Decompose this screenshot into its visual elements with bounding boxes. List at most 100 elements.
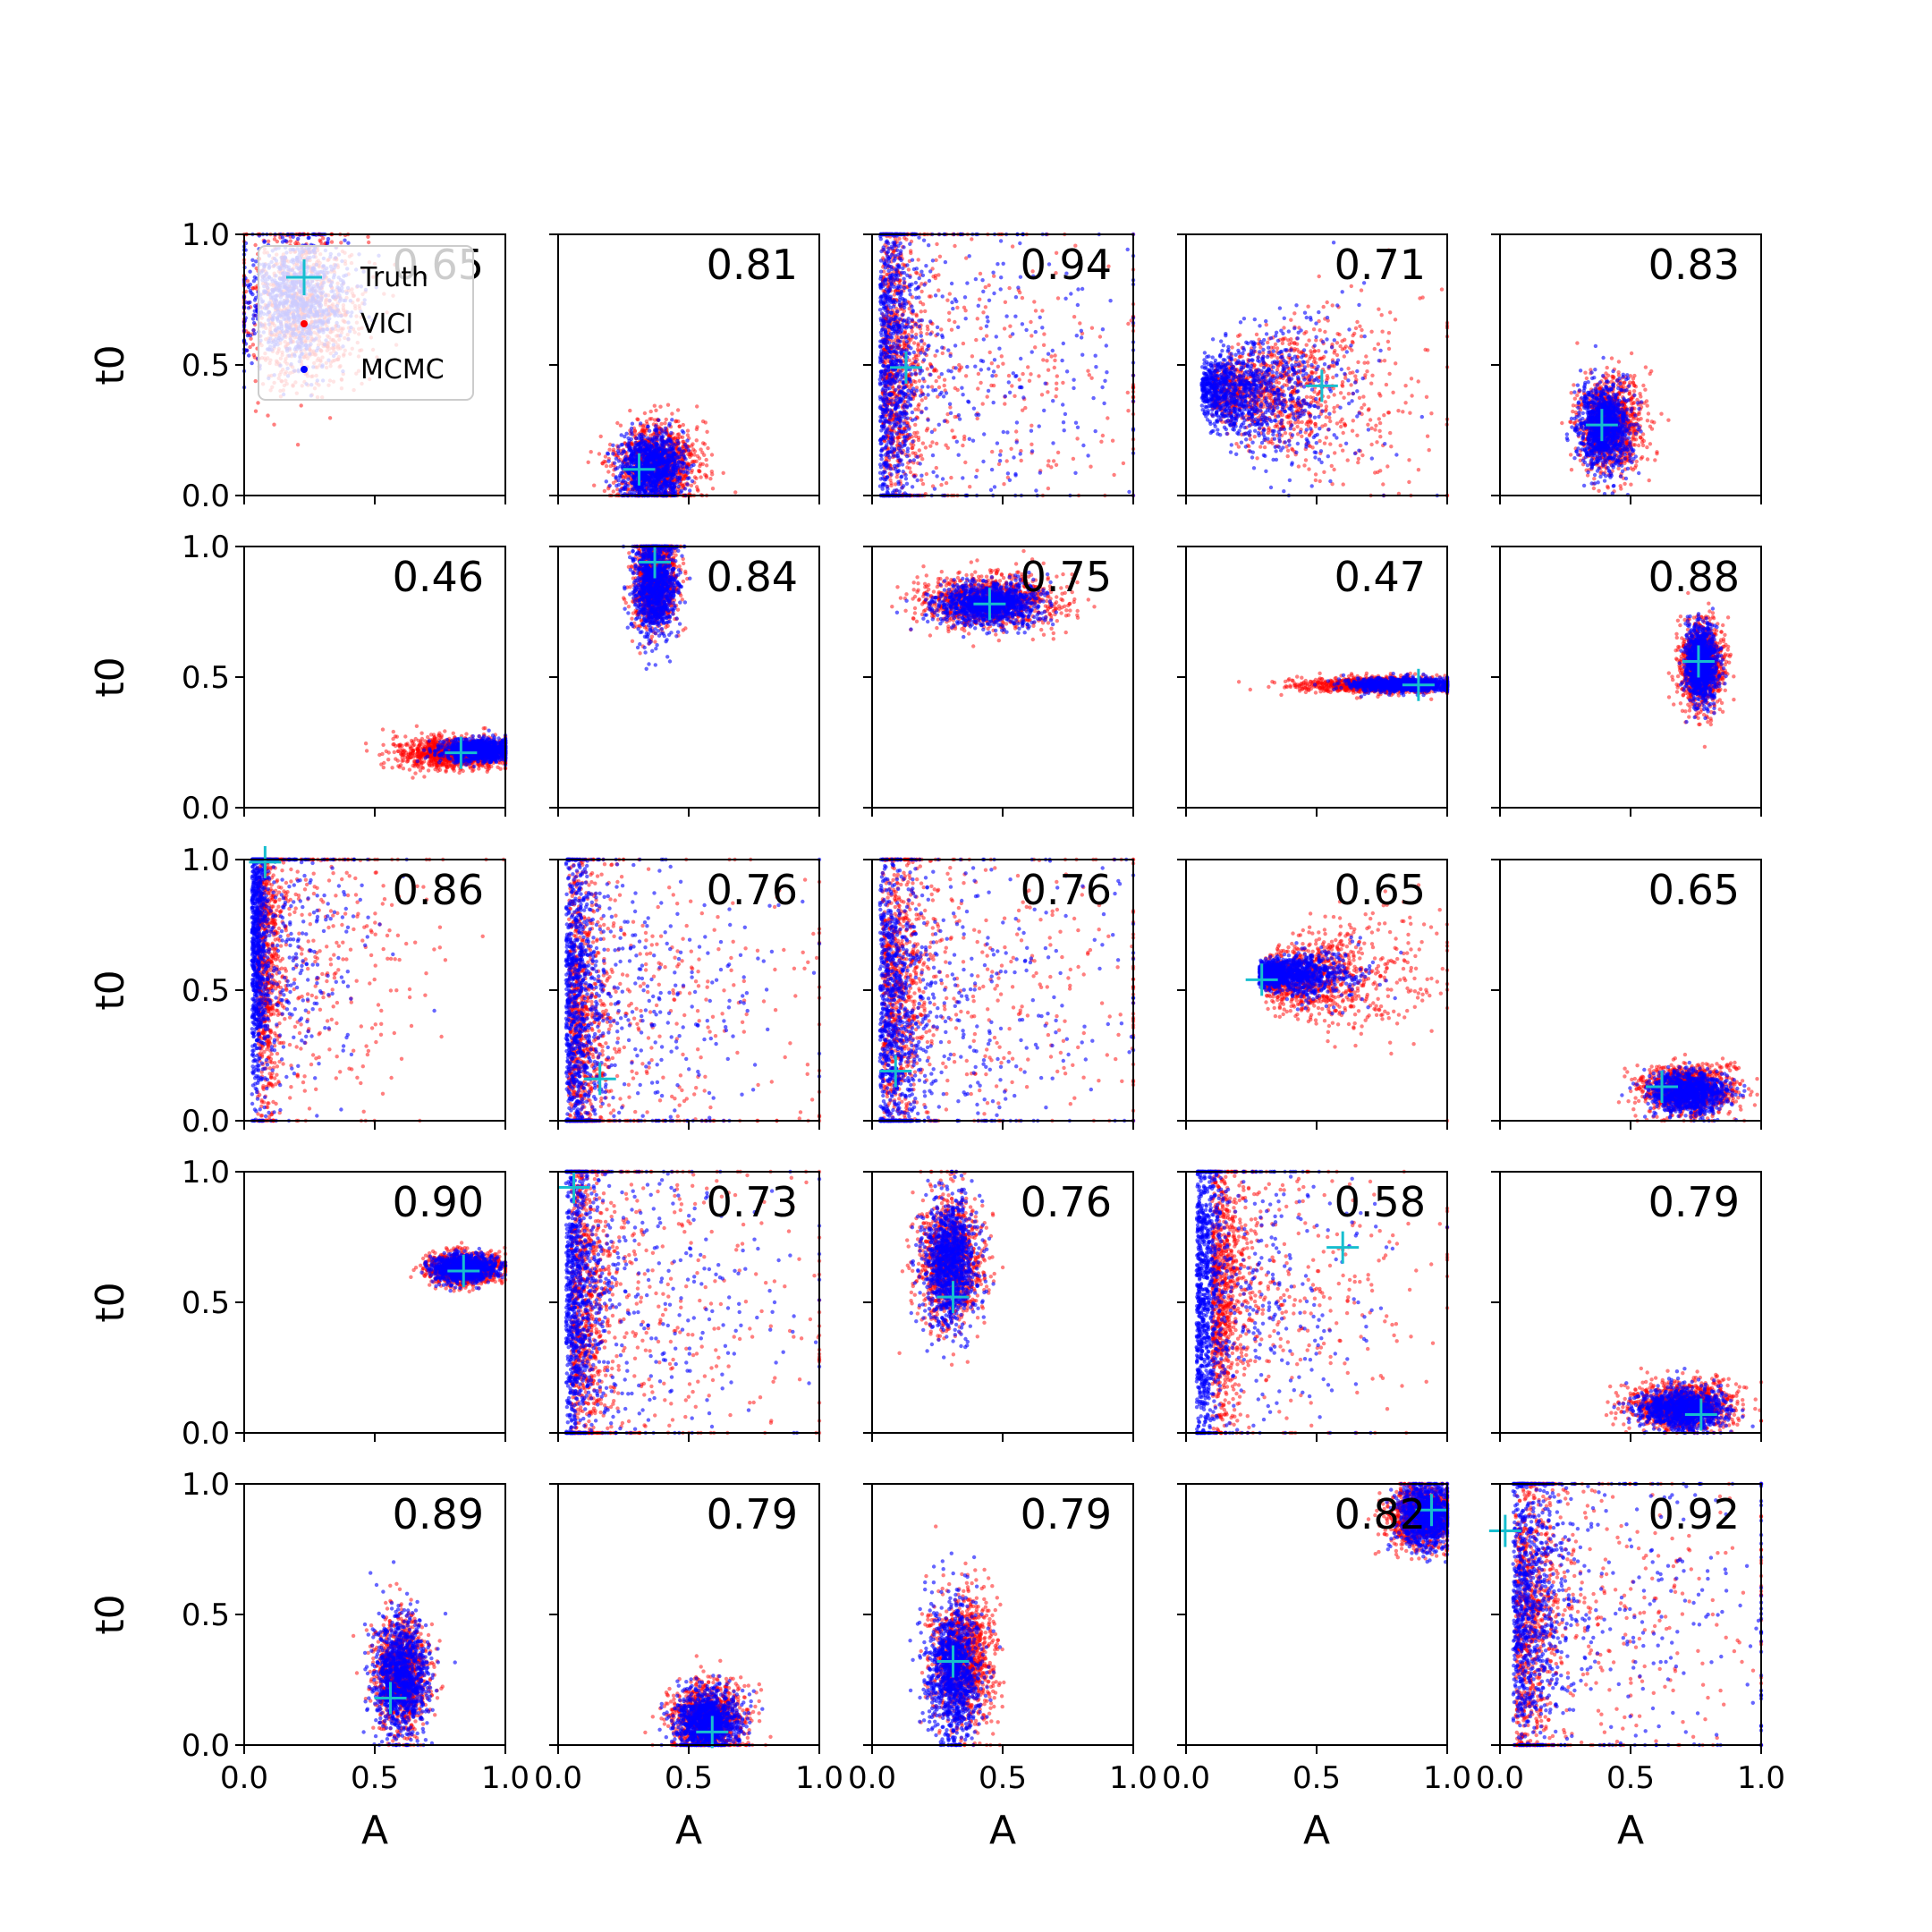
mcmc-point [252, 313, 256, 317]
mcmc-point [630, 427, 633, 430]
vici-point [592, 484, 596, 487]
mcmc-point [254, 259, 258, 263]
vici-point [698, 456, 701, 460]
vici-point [296, 443, 300, 446]
vici-point [694, 460, 698, 463]
vici-point [704, 420, 708, 424]
mcmc-point [343, 239, 346, 242]
vici-point [328, 416, 332, 419]
vici-point [695, 485, 699, 488]
vici-point [711, 487, 715, 490]
vici-point [701, 462, 705, 466]
vici-point [691, 447, 695, 451]
mcmc-point [687, 476, 691, 479]
vici-point [695, 404, 699, 408]
vici-point [253, 243, 257, 247]
vici-point [666, 403, 670, 407]
mcmc-point [663, 429, 666, 433]
mcmc-point [605, 479, 608, 483]
vici-point [321, 236, 325, 240]
y-tick-label: 0.5 [182, 348, 230, 384]
vici-point [665, 418, 668, 421]
vici-point [654, 409, 657, 412]
vici-point [267, 240, 270, 243]
mcmc-point [686, 470, 690, 474]
mcmc-point [669, 431, 673, 435]
vici-point [659, 422, 663, 426]
vici-point [686, 428, 690, 432]
mcmc-point [251, 317, 255, 320]
vici-point [694, 477, 698, 480]
mcmc-point [685, 482, 689, 486]
vici-point [705, 458, 708, 462]
vici-point [605, 464, 608, 468]
vici-point [677, 425, 681, 428]
vici-point [691, 442, 694, 445]
vici-point [339, 241, 343, 244]
mcmc-point [326, 240, 329, 243]
vici-point [597, 452, 601, 455]
vici-point [688, 455, 691, 459]
vici-point [589, 450, 593, 453]
vici-point [695, 428, 699, 431]
mcmc-point [346, 242, 350, 245]
mcmc-point [682, 430, 685, 434]
mcmc-point [621, 443, 624, 446]
mcmc-point [250, 292, 254, 296]
mcmc-point [638, 433, 641, 436]
vici-point [686, 433, 690, 436]
vici-point [676, 408, 680, 411]
vici-point [710, 453, 714, 456]
vici-point [254, 379, 258, 383]
mcmc-point [606, 452, 609, 455]
vici-point [599, 435, 603, 438]
mcmc-point [617, 459, 621, 462]
vici-point [663, 421, 666, 425]
mcmc-point [253, 304, 257, 308]
mcmc-point [296, 237, 300, 241]
vici-point [289, 239, 292, 242]
vici-point [705, 430, 708, 434]
vici-point [272, 423, 275, 427]
vici-point [670, 411, 674, 415]
mcmc-point [671, 452, 674, 455]
vici-point [601, 462, 605, 465]
vici-point [722, 471, 725, 475]
mcmc-point [611, 452, 614, 455]
vici-point [733, 490, 737, 494]
mcmc-point [619, 471, 623, 475]
vici-point [643, 411, 647, 415]
mcmc-point [620, 479, 623, 483]
mcmc-point [247, 306, 250, 309]
vici-point [696, 488, 699, 492]
mcmc-point [251, 263, 255, 267]
mcmc-point [626, 478, 630, 481]
mcmc-point [250, 258, 254, 262]
mcmc-point [670, 418, 674, 421]
vici-point [674, 419, 677, 423]
vici-point [681, 436, 684, 439]
mcmc-point [654, 424, 657, 428]
vici-point [703, 473, 707, 477]
vici-point [699, 475, 702, 479]
vici-point [367, 241, 370, 244]
mcmc-point [246, 284, 250, 287]
mcmc-point [613, 462, 616, 465]
y-axis-label: t0 [88, 344, 133, 385]
mcmc-point [253, 275, 257, 279]
vici-point [674, 436, 677, 439]
mcmc-point [611, 444, 614, 447]
vici-point [273, 237, 276, 241]
mcmc-point [307, 236, 310, 240]
vici-point [615, 421, 619, 425]
mcmc-point [618, 490, 622, 494]
mcmc-point [262, 241, 266, 244]
mcmc-point [676, 442, 680, 445]
vici-point [251, 343, 255, 346]
mcmc-point [250, 361, 253, 365]
vici-point [330, 240, 334, 243]
vici-point [254, 410, 258, 413]
vici-point [690, 484, 693, 487]
vici-point [700, 451, 704, 454]
